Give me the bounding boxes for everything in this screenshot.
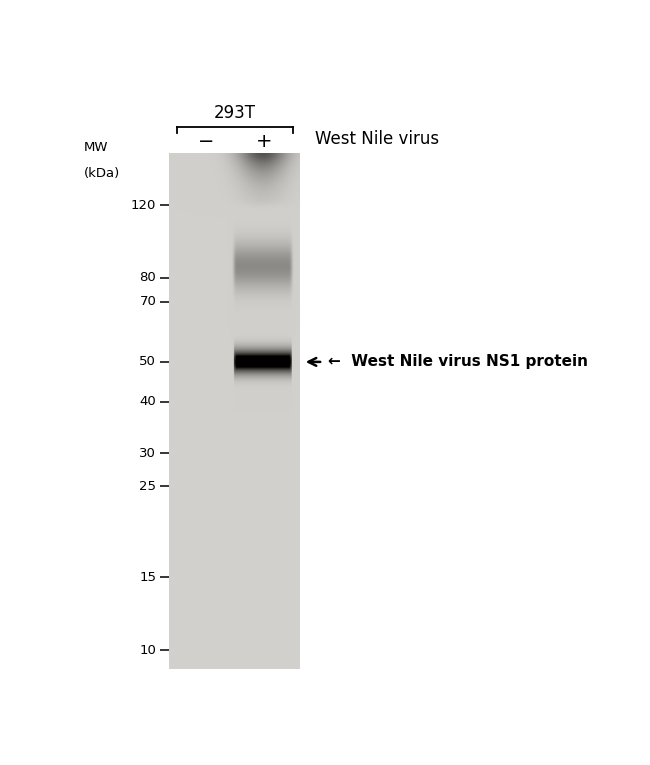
Text: 25: 25 xyxy=(139,480,156,493)
Text: MW: MW xyxy=(84,141,109,154)
Text: 120: 120 xyxy=(131,199,156,212)
Text: 30: 30 xyxy=(140,447,156,460)
Text: −: − xyxy=(198,132,214,151)
Text: 70: 70 xyxy=(140,295,156,308)
Text: ←  West Nile virus NS1 protein: ← West Nile virus NS1 protein xyxy=(328,354,588,369)
Text: +: + xyxy=(255,132,272,151)
Text: 10: 10 xyxy=(140,643,156,656)
Text: 40: 40 xyxy=(140,396,156,409)
Text: 293T: 293T xyxy=(214,105,256,122)
Text: 80: 80 xyxy=(140,272,156,285)
Text: 15: 15 xyxy=(139,571,156,584)
Text: (kDa): (kDa) xyxy=(84,168,120,180)
Text: West Nile virus: West Nile virus xyxy=(315,130,439,148)
Text: 50: 50 xyxy=(140,356,156,369)
